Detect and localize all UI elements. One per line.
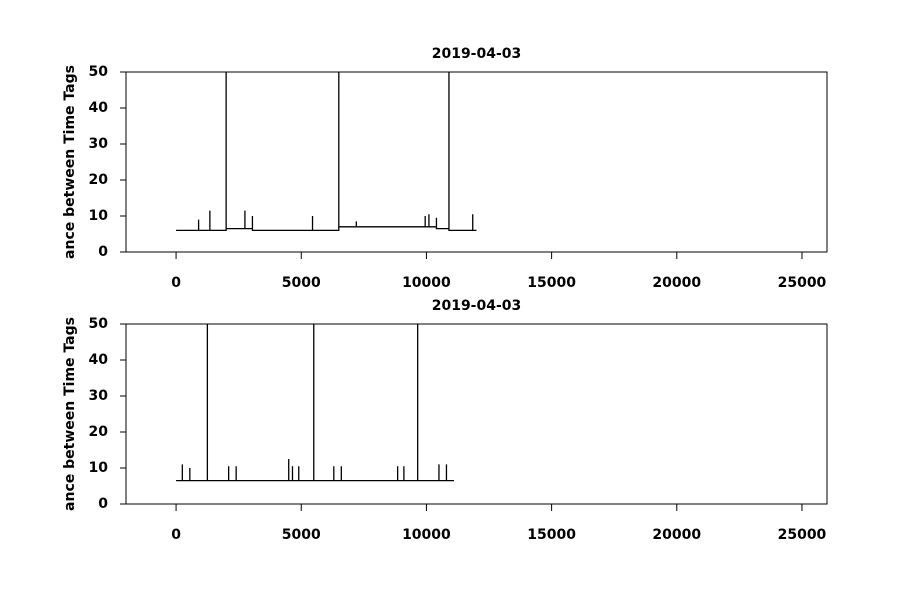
y-tick-label: 50	[89, 316, 109, 332]
x-tick-label: 0	[171, 527, 181, 543]
x-tick-label: 10000	[402, 527, 451, 543]
x-tick-label: 25000	[778, 275, 827, 291]
x-tick-label: 15000	[527, 527, 576, 543]
y-tick-label: 0	[98, 244, 108, 260]
x-tick-label: 20000	[652, 527, 701, 543]
plot-frame	[125, 71, 828, 253]
y-tick-label: 20	[89, 172, 109, 188]
y-tick-label: 40	[89, 100, 109, 116]
y-tick-label: 20	[89, 424, 109, 440]
data-line	[176, 72, 477, 232]
y-axis-label: ance between Time Tags	[62, 65, 78, 259]
y-tick-label: 0	[98, 496, 108, 512]
plot-frame	[125, 323, 828, 505]
y-tick-label: 10	[89, 208, 109, 224]
x-tick-label: 10000	[402, 275, 451, 291]
data-line	[176, 324, 454, 482]
x-tick-label: 5000	[282, 527, 321, 543]
y-tick-label: 50	[89, 64, 109, 80]
y-tick-label: 30	[89, 388, 109, 404]
y-tick-label: 40	[89, 352, 109, 368]
y-tick-label: 30	[89, 136, 109, 152]
y-tick-label: 10	[89, 460, 109, 476]
x-tick-label: 25000	[778, 527, 827, 543]
x-tick-label: 20000	[652, 275, 701, 291]
chart-title: 2019-04-03	[432, 298, 522, 314]
x-tick-label: 5000	[282, 275, 321, 291]
chart-title: 2019-04-03	[432, 46, 522, 62]
y-axis-label: ance between Time Tags	[62, 317, 78, 511]
x-tick-label: 15000	[527, 275, 576, 291]
x-tick-label: 0	[171, 275, 181, 291]
